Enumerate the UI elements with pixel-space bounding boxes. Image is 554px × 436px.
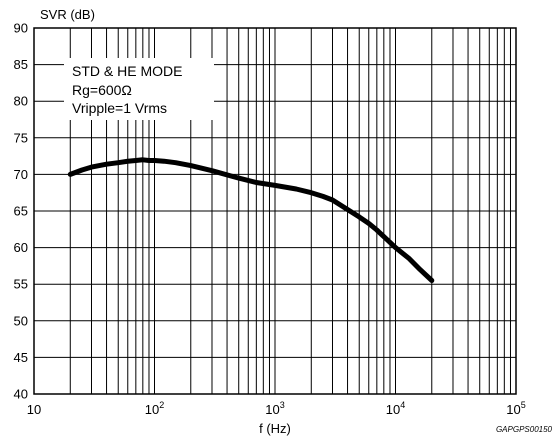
y-tick-label: 70 xyxy=(14,167,28,182)
y-tick-label: 65 xyxy=(14,204,28,219)
x-tick-label: 102 xyxy=(145,400,164,417)
y-tick-label: 55 xyxy=(14,277,28,292)
annotation-rg: Rg=600Ω xyxy=(72,82,132,98)
y-tick-label: 60 xyxy=(14,240,28,255)
series-line xyxy=(67,157,435,283)
y-tick-label: 80 xyxy=(14,94,28,109)
y-tick-label: 85 xyxy=(14,57,28,72)
x-tick-label: 105 xyxy=(506,400,525,417)
y-tick-labels: 40 45 50 55 60 65 70 75 80 85 90 xyxy=(14,21,28,402)
y-tick-label: 50 xyxy=(14,313,28,328)
x-tick-label: 104 xyxy=(386,400,405,417)
y-tick-label: 40 xyxy=(14,387,28,402)
x-axis-label: f (Hz) xyxy=(259,421,291,436)
annotation-box xyxy=(64,58,214,120)
annotation-mode: STD & HE MODE xyxy=(72,63,182,79)
x-tick-label: 103 xyxy=(265,400,284,417)
x-tick-label: 10 xyxy=(27,402,41,417)
watermark: GAPGPS00150 xyxy=(496,425,553,434)
annotation-vripple: Vripple=1 Vrms xyxy=(72,100,167,116)
y-tick-label: 75 xyxy=(14,130,28,145)
x-tick-labels: 10 102 103 104 105 xyxy=(27,400,526,417)
y-axis-label: SVR (dB) xyxy=(40,7,95,22)
y-tick-label: 90 xyxy=(14,21,28,36)
y-tick-label: 45 xyxy=(14,350,28,365)
plot-frame xyxy=(33,27,517,395)
